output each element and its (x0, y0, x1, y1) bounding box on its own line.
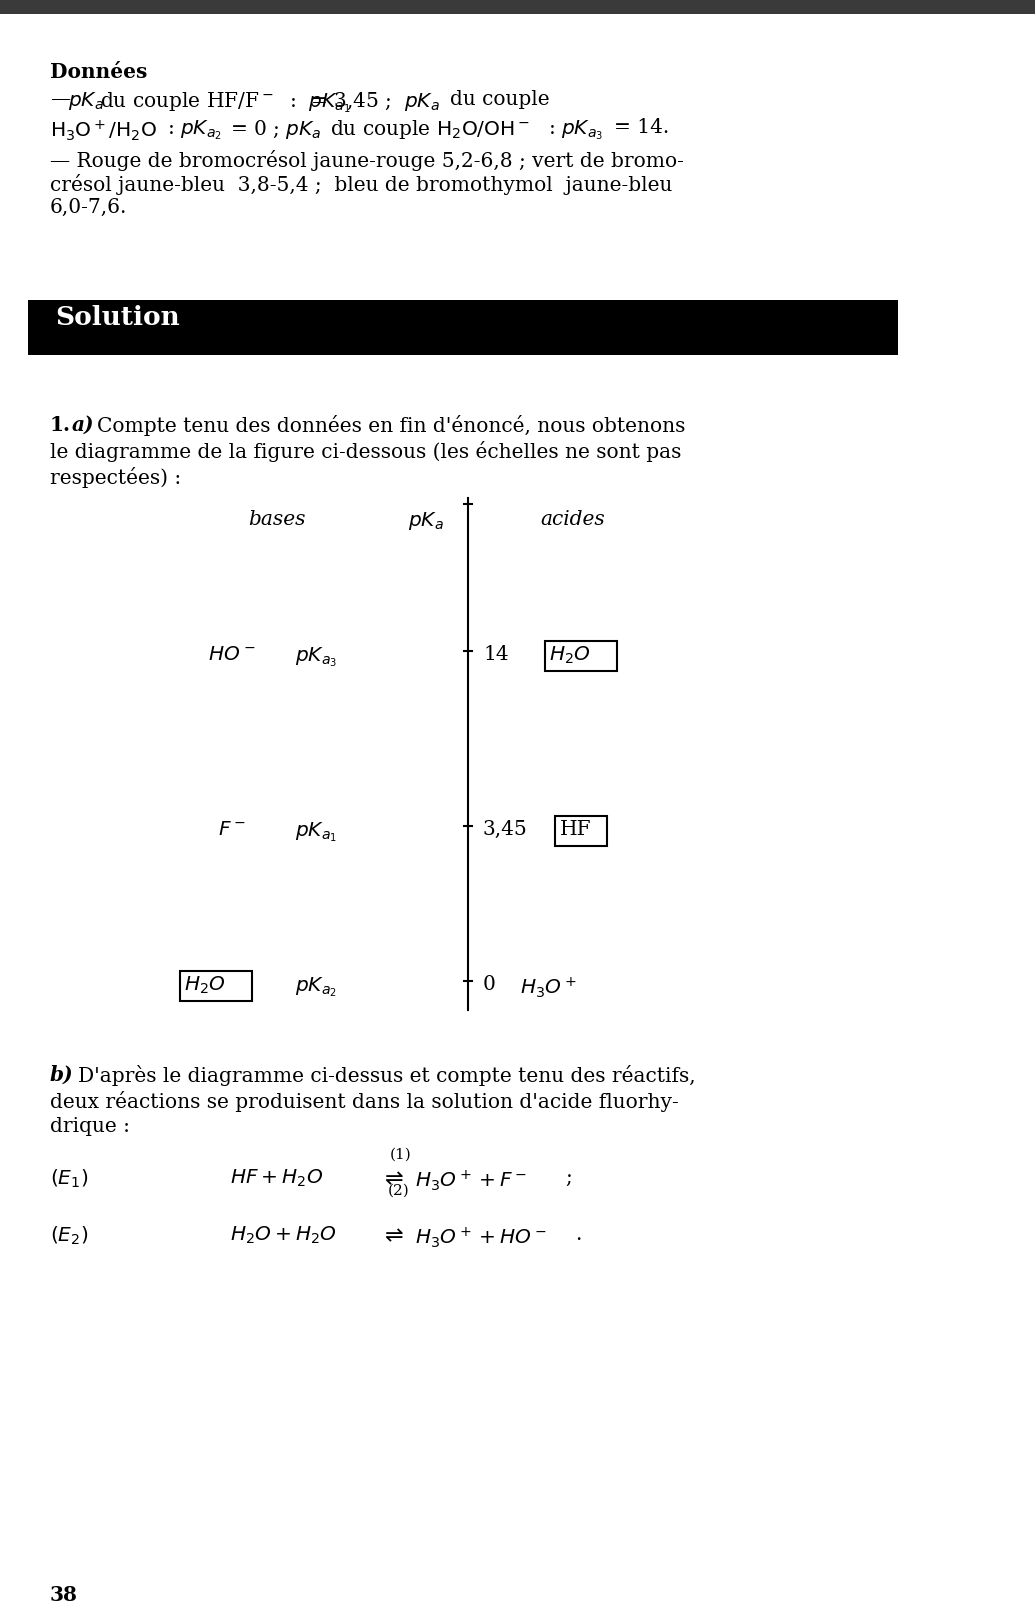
Text: 6,0-7,6.: 6,0-7,6. (50, 199, 127, 217)
Text: 3,45: 3,45 (483, 819, 528, 839)
Text: $HF + H_2O$: $HF + H_2O$ (230, 1168, 323, 1189)
Text: 0: 0 (483, 974, 496, 994)
Text: : $pK_{a_3}$: : $pK_{a_3}$ (548, 118, 603, 142)
Text: D'après le diagramme ci-dessus et compte tenu des réactifs,: D'après le diagramme ci-dessus et compte… (78, 1065, 696, 1086)
Text: deux réactions se produisent dans la solution d'acide fluorhy-: deux réactions se produisent dans la sol… (50, 1091, 679, 1112)
Text: $HO^-$: $HO^-$ (208, 645, 256, 664)
Text: $pK_a$: $pK_a$ (68, 90, 104, 112)
Text: 14: 14 (483, 645, 508, 664)
Text: 38: 38 (50, 1585, 78, 1605)
Text: du couple HF/F$^-$  :  $pK_{a_1}$: du couple HF/F$^-$ : $pK_{a_1}$ (100, 90, 351, 115)
Text: respectées) :: respectées) : (50, 467, 181, 488)
Text: Données: Données (50, 61, 147, 82)
Bar (0, 0, 1035, 15)
Text: $H_3O^+ + F^-$: $H_3O^+ + F^-$ (415, 1168, 528, 1193)
Text: $(E_1)$: $(E_1)$ (50, 1168, 88, 1191)
Text: $H_2O$: $H_2O$ (549, 645, 591, 666)
Text: : $pK_{a_2}$: : $pK_{a_2}$ (167, 118, 221, 142)
Text: a): a) (72, 415, 94, 435)
Text: — Rouge de bromocrésol jaune-rouge 5,2-6,8 ; vert de bromo-: — Rouge de bromocrésol jaune-rouge 5,2-6… (50, 150, 684, 171)
Text: $H_3O^+$: $H_3O^+$ (520, 974, 576, 1000)
Text: $\rightleftharpoons$: $\rightleftharpoons$ (380, 1225, 404, 1248)
Text: $pK_{a_2}$: $pK_{a_2}$ (295, 974, 336, 999)
Text: $F^-$: $F^-$ (218, 819, 246, 839)
Text: ;: ; (565, 1168, 571, 1188)
Text: $(E_2)$: $(E_2)$ (50, 1225, 88, 1248)
Bar (28, 301, 898, 356)
Text: = 14.: = 14. (614, 118, 670, 137)
Text: du couple $\mathrm{H_2O/OH^-}$: du couple $\mathrm{H_2O/OH^-}$ (330, 118, 530, 141)
Text: Solution: Solution (55, 305, 180, 330)
Text: $\mathrm{H_3O^+/H_2O}$: $\mathrm{H_3O^+/H_2O}$ (50, 118, 157, 142)
Text: acides: acides (540, 511, 604, 528)
Text: Compte tenu des données en fin d'énoncé, nous obtenons: Compte tenu des données en fin d'énoncé,… (97, 415, 685, 436)
Text: crésol jaune-bleu  3,8-5,4 ;  bleu de bromothymol  jaune-bleu: crésol jaune-bleu 3,8-5,4 ; bleu de brom… (50, 175, 673, 196)
Text: (1): (1) (390, 1147, 412, 1162)
Text: le diagramme de la figure ci-dessous (les échelles ne sont pas: le diagramme de la figure ci-dessous (le… (50, 441, 681, 462)
Bar (180, 971, 252, 1000)
Bar (545, 642, 617, 671)
Text: $\rightleftharpoons$: $\rightleftharpoons$ (380, 1168, 404, 1189)
Text: (2): (2) (388, 1185, 410, 1197)
Bar (555, 816, 607, 847)
Text: bases: bases (248, 511, 305, 528)
Text: .: . (575, 1225, 582, 1244)
Text: —: — (50, 90, 70, 108)
Text: = 3,45 ;  $pK_a$: = 3,45 ; $pK_a$ (310, 90, 440, 113)
Text: du couple: du couple (450, 90, 550, 108)
Text: $pK_a$: $pK_a$ (408, 511, 444, 532)
Text: drique :: drique : (50, 1117, 130, 1136)
Text: = 0 ; $pK_a$: = 0 ; $pK_a$ (230, 118, 321, 141)
Text: HF: HF (560, 819, 592, 839)
Text: $H_2O + H_2O$: $H_2O + H_2O$ (230, 1225, 336, 1246)
Text: 1.: 1. (50, 415, 71, 435)
Text: $pK_{a_1}$: $pK_{a_1}$ (295, 819, 337, 844)
Text: $pK_{a_3}$: $pK_{a_3}$ (295, 645, 337, 669)
Text: $H_3O^+ + HO^-$: $H_3O^+ + HO^-$ (415, 1225, 546, 1249)
Text: $H_2O$: $H_2O$ (184, 974, 226, 997)
Text: b): b) (50, 1065, 73, 1084)
